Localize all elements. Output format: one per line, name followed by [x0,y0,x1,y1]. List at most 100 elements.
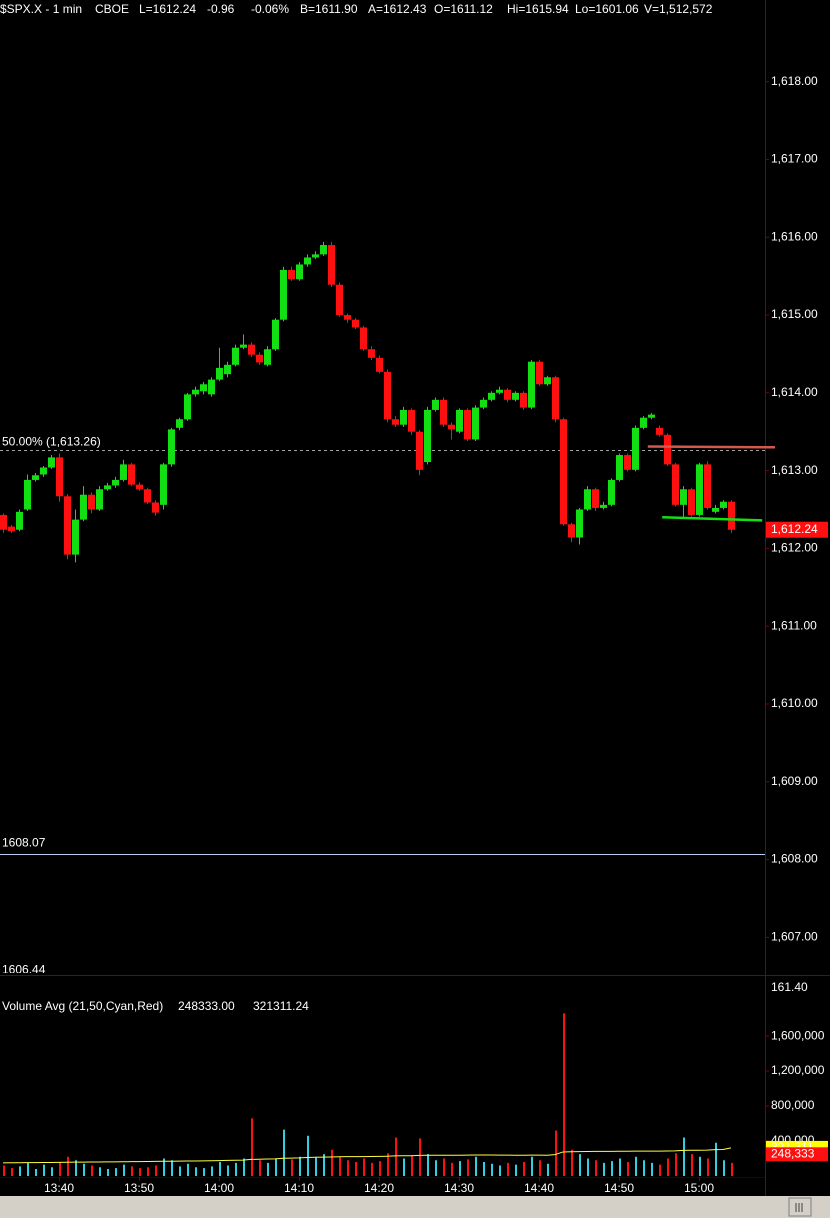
candle-body [272,319,279,350]
volume-panel [2,1013,733,1176]
candle-body [544,377,551,385]
volume-bar [731,1162,733,1176]
candle-body [584,489,591,510]
volume-bar [491,1163,493,1176]
volume-bar [571,1149,573,1176]
volume-badge-label: 248,333 [771,1146,815,1160]
header-field: -0.96 [207,2,235,16]
candle-body [464,409,471,440]
volume-bar [483,1162,485,1176]
annotation-label: 1606.44 [2,963,46,977]
volume-bar [467,1159,469,1176]
volume-bar [459,1161,461,1176]
candle-body [152,502,159,513]
volume-bar [723,1160,725,1176]
candle-body [408,409,415,432]
x-tick-label: 13:50 [124,1181,154,1195]
volume-bar [203,1168,205,1176]
candle-body [128,464,135,485]
volume-bar [659,1164,661,1176]
volume-bar [75,1160,77,1176]
scrollbar-thumb[interactable] [788,1197,812,1217]
candle-body [504,389,511,400]
header-field: CBOE [95,2,129,16]
candle-body [616,455,623,480]
volume-bar [27,1162,29,1176]
y-tick-label: 1,612.00 [771,541,818,555]
volume-bar [691,1154,693,1176]
volume-bar [515,1164,517,1176]
candle-body [520,392,527,408]
candle-body [576,509,583,538]
volume-bar [131,1166,133,1176]
candle-body [696,464,703,515]
volume-y-tick-label: 800,000 [771,1098,815,1112]
volume-bar [395,1137,397,1176]
header-field: B=1611.90 [300,2,358,16]
candle-body [496,389,503,393]
candle-body [136,484,143,490]
candle-body [0,514,7,530]
header-field: V=1,512,572 [644,2,713,16]
volume-bar [555,1130,557,1176]
candle-body [120,464,127,480]
x-tick-label: 14:00 [204,1181,234,1195]
candle-body [64,496,71,555]
candle-body [648,414,655,418]
scrollbar-grip [795,1203,803,1212]
y-tick-label: 1,617.00 [771,152,818,166]
candle-body [656,427,663,435]
candle-body [72,519,79,555]
last-price-label: 1,612.24 [771,522,818,536]
candle-body [352,319,359,328]
volume-bar [259,1160,261,1176]
volume-bar [139,1168,141,1176]
candle-body [632,427,639,470]
candle-body [320,245,327,255]
volume-bar [3,1165,5,1176]
annotation-label: 50.00% (1,613.26) [2,435,101,449]
volume-y-tick-label: 1,200,000 [771,1063,825,1077]
candle-body [424,409,431,463]
volume-bar [315,1157,317,1176]
candle-body [112,479,119,486]
volume-bar [651,1162,653,1176]
candle-body [456,409,463,432]
candle-body [80,494,87,520]
volume-bar [171,1160,173,1176]
scrollbar[interactable] [0,1196,830,1218]
y-tick-label: 1,614.00 [771,385,818,399]
candle-body [400,409,407,425]
y-tick-label: 1,615.00 [771,307,818,321]
volume-bar [635,1156,637,1176]
candle-body [392,419,399,425]
volume-bar [11,1168,13,1176]
volume-bar [667,1158,669,1176]
volume-bar [403,1158,405,1176]
candle-body [336,284,343,316]
volume-bar [91,1165,93,1176]
header-field: L=1612.24 [139,2,196,16]
header-field: O=1611.12 [434,2,493,16]
axes: 1,607.00 1,608.00 1,609.00 1,610.00 1,611.00… [44,74,828,1195]
scrollbar-track[interactable] [0,1196,830,1218]
volume-bar [59,1162,61,1176]
candle-body [200,384,207,392]
header-field: A=1612.43 [368,2,427,16]
volume-bar [67,1156,69,1176]
volume-bar [251,1118,253,1176]
candle-body [432,399,439,410]
volume-bar [275,1158,277,1176]
volume-bar [587,1158,589,1176]
volume-bar [499,1165,501,1176]
header-field: -0.06% [251,2,289,16]
candle-body [440,399,447,425]
volume-bar [427,1154,429,1176]
volume-bar [699,1156,701,1176]
volume-bar [331,1149,333,1176]
volume-bar [619,1158,621,1176]
candle-body [344,315,351,320]
candle-body [552,377,559,420]
